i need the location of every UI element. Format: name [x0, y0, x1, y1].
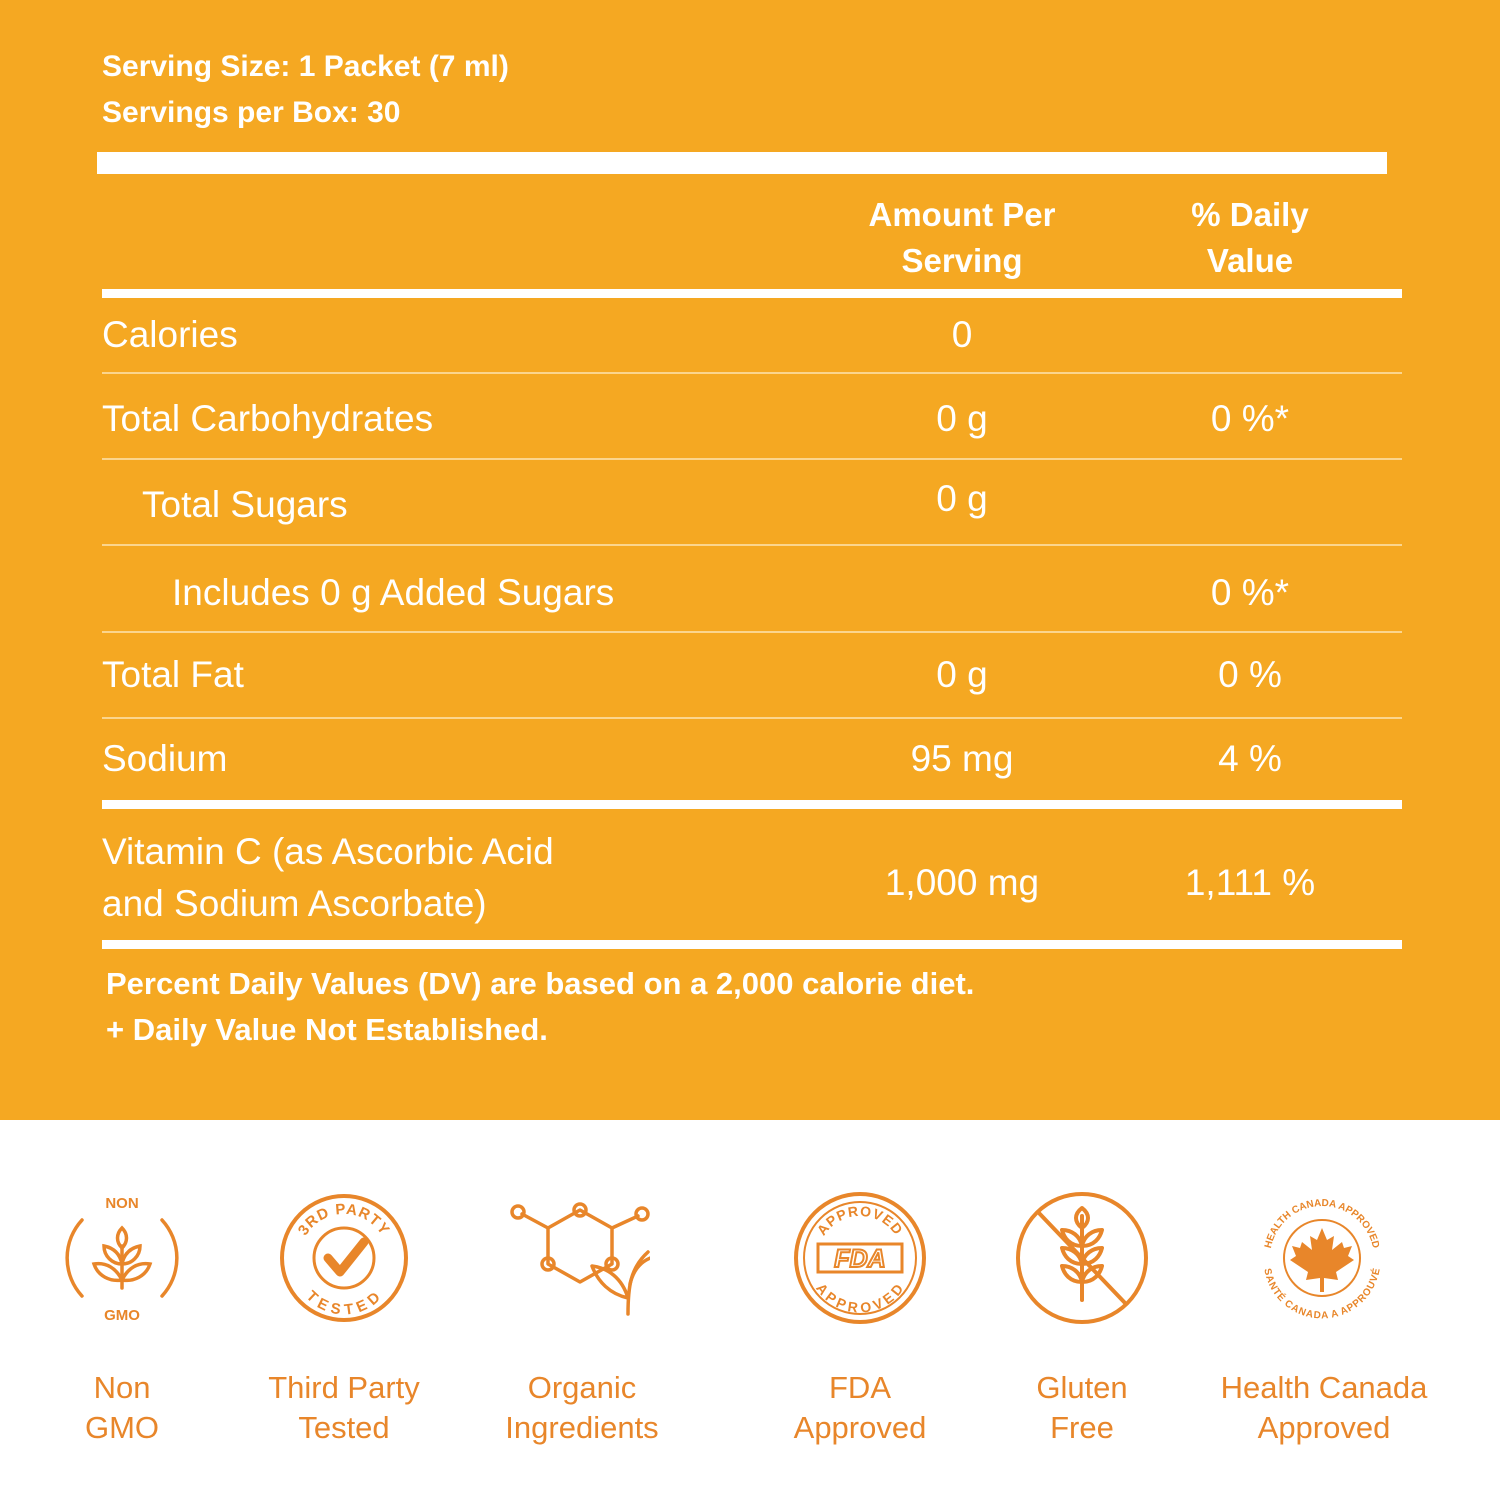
- svg-text:APPROVED: APPROVED: [813, 1280, 907, 1316]
- non-gmo-ring-bottom: GMO: [104, 1307, 140, 1324]
- non-gmo-icon: NON GMO: [52, 1188, 192, 1328]
- dv-footnote: Percent Daily Values (DV) are based on a…: [106, 966, 975, 1001]
- header-rule: [102, 289, 1402, 298]
- organic-label-line2: Ingredients: [505, 1410, 659, 1445]
- organic-label-line1: Organic: [527, 1370, 637, 1405]
- third-party-label-line2: Tested: [298, 1410, 390, 1445]
- fda-ring-top: APPROVED: [813, 1203, 905, 1238]
- gluten-free-icon: [1012, 1188, 1152, 1328]
- dv-header-line2: Value: [1206, 242, 1294, 279]
- fda-ring-bottom: APPROVED: [813, 1280, 906, 1316]
- svg-text:APPROVED: APPROVED: [813, 1203, 906, 1238]
- row-divider: [102, 544, 1402, 546]
- row-fat-dv: 0 %: [1218, 654, 1282, 695]
- row-sodium-name: Sodium: [102, 738, 228, 779]
- row-carbs-dv: 0 %*: [1210, 398, 1290, 439]
- amount-header-line1: Amount Per: [868, 196, 1056, 233]
- amount-header-line2: Serving: [901, 242, 1023, 279]
- row-sodium-dv: 4 %: [1218, 738, 1282, 779]
- fda-label: FDA Approved: [770, 1368, 950, 1448]
- gluten-free-label-line2: Free: [1050, 1410, 1114, 1445]
- organic-label: Organic Ingredients: [480, 1368, 684, 1448]
- row-vitamin-c-amount: 1,000 mg: [884, 862, 1040, 903]
- dv-header-line1: % Daily: [1191, 196, 1309, 233]
- row-added-sugars-name: Includes 0 g Added Sugars: [172, 572, 615, 613]
- fda-center-text: FDA: [834, 1245, 885, 1273]
- row-divider: [102, 631, 1402, 633]
- nutrition-facts-panel: Serving Size: 1 Packet (7 ml) Servings p…: [0, 0, 1500, 1120]
- gluten-free-label-line1: Gluten: [1036, 1370, 1128, 1405]
- row-divider: [102, 717, 1402, 719]
- health-canada-icon: HEALTH CANADA APPROVED SANTÉ CANADA A AP…: [1252, 1188, 1392, 1328]
- fda-approved-icon: APPROVED APPROVED FDA: [790, 1188, 930, 1328]
- health-canada-label-line1: Health Canada: [1220, 1370, 1428, 1405]
- fda-label-line2: Approved: [793, 1410, 927, 1445]
- row-fat-name: Total Fat: [102, 654, 244, 695]
- third-party-label-line1: Third Party: [268, 1370, 420, 1405]
- gluten-free-label: Gluten Free: [1000, 1368, 1164, 1448]
- non-gmo-label-line2: GMO: [84, 1410, 160, 1445]
- row-calories-name: Calories: [102, 314, 238, 355]
- third-party-tested-icon: 3RD PARTY TESTED: [274, 1188, 414, 1328]
- serving-size: Serving Size: 1 Packet (7 ml): [102, 50, 509, 83]
- row-carbs-amount: 0 g: [936, 398, 988, 439]
- row-vitamin-c-name: Vitamin C (as Ascorbic Acid and Sodium A…: [102, 826, 554, 930]
- row-carbs-name: Total Carbohydrates: [102, 398, 434, 439]
- mid-thick-rule: [102, 800, 1402, 809]
- non-gmo-ring-top: NON: [105, 1195, 138, 1212]
- row-divider: [102, 372, 1402, 374]
- servings-per-box: Servings per Box: 30: [102, 96, 401, 129]
- row-sodium-amount: 95 mg: [910, 738, 1014, 779]
- row-divider: [102, 458, 1402, 460]
- row-calories-amount: 0: [951, 314, 973, 355]
- row-sugars-name: Total Sugars: [142, 484, 348, 525]
- health-canada-label-line2: Approved: [1257, 1410, 1391, 1445]
- vitamin-c-name-line1: Vitamin C (as Ascorbic Acid: [102, 831, 554, 872]
- row-fat-amount: 0 g: [936, 654, 988, 695]
- row-added-sugars-dv: 0 %*: [1210, 572, 1290, 613]
- amount-per-serving-header: Amount Per Serving: [840, 192, 1084, 284]
- non-gmo-label-line1: Non: [93, 1370, 151, 1405]
- row-sugars-amount: 0 g: [936, 478, 988, 519]
- bottom-thick-rule: [102, 940, 1402, 949]
- non-gmo-label: Non GMO: [40, 1368, 204, 1448]
- vitamin-c-name-line2: and Sodium Ascorbate): [102, 883, 487, 924]
- not-established-footnote: + Daily Value Not Established.: [106, 1012, 548, 1047]
- row-vitamin-c-dv: 1,111 %: [1184, 862, 1316, 903]
- health-canada-label: Health Canada Approved: [1196, 1368, 1452, 1448]
- top-thick-rule: [97, 152, 1387, 174]
- organic-ingredients-icon: [510, 1188, 650, 1328]
- third-party-label: Third Party Tested: [240, 1368, 448, 1448]
- fda-label-line1: FDA: [829, 1370, 891, 1405]
- daily-value-header: % Daily Value: [1140, 192, 1360, 284]
